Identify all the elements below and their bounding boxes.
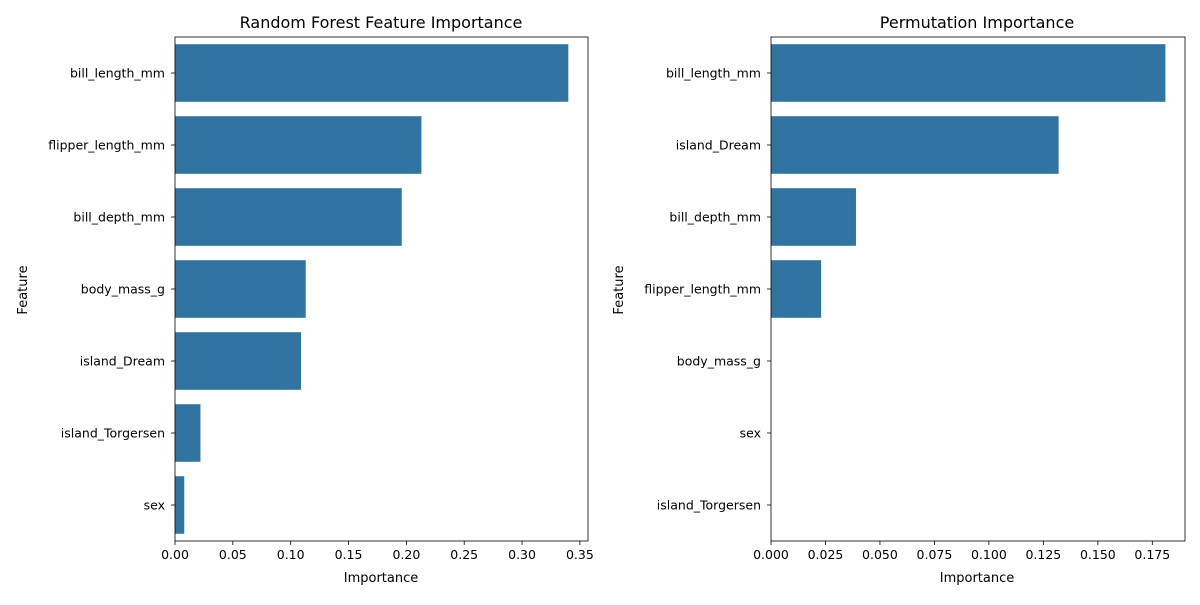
perm-y-tick-label: sex <box>740 426 761 441</box>
rf-x-tick-label: 0.10 <box>277 547 305 562</box>
rf-x-axis-label: Importance <box>344 571 419 586</box>
rf-x-tick-label: 0.30 <box>508 547 536 562</box>
perm-bar-flipper-length-mm <box>771 260 822 318</box>
rf-y-tick-label: bill_depth_mm <box>73 210 165 225</box>
perm-x-axis-label: Importance <box>940 571 1015 586</box>
rf-axes-frame <box>174 36 589 542</box>
rf-bar-flipper-length-mm <box>175 116 422 174</box>
perm-x-tick-label: 0.100 <box>971 547 1007 562</box>
rf-x-tick-label: 0.25 <box>450 547 478 562</box>
permutation-importance-panel: Permutation Importance Importance Featur… <box>612 13 1186 586</box>
perm-x-tick-label: 0.125 <box>1025 547 1061 562</box>
perm-bar-bill-depth-mm <box>771 188 856 246</box>
rf-bar-bill-length-mm <box>175 44 569 102</box>
rf-x-tick-label: 0.20 <box>392 547 420 562</box>
rf-bar-bill-depth-mm <box>175 188 402 246</box>
rf-importance-panel: Random Forest Feature Importance Importa… <box>16 13 594 586</box>
rf-bar-island-torgersen <box>175 404 201 462</box>
perm-y-tick-label: body_mass_g <box>677 354 761 369</box>
perm-x-tick-label: 0.175 <box>1134 547 1170 562</box>
rf-y-tick-label: bill_length_mm <box>70 66 165 81</box>
perm-y-axis-label: Feature <box>612 265 627 314</box>
perm-x-tick-label: 0.050 <box>862 547 898 562</box>
perm-y-tick-label: island_Torgersen <box>657 498 761 513</box>
rf-bar-island-dream <box>175 332 302 390</box>
perm-bar-island-dream <box>771 116 1059 174</box>
perm-y-tick-label: bill_depth_mm <box>669 210 761 225</box>
perm-chart-title: Permutation Importance <box>880 13 1074 32</box>
rf-y-tick-label: sex <box>144 498 165 513</box>
perm-axes-frame <box>770 36 1186 542</box>
rf-y-axis-label: Feature <box>16 265 31 314</box>
rf-x-tick-label: 0.35 <box>566 547 594 562</box>
perm-plot-area: bill_length_mm island_Dream bill_depth_mmf… <box>644 36 1186 562</box>
rf-y-tick-label: island_Torgersen <box>61 426 165 441</box>
perm-x-tick-label: 0.000 <box>753 547 789 562</box>
rf-bar-body-mass-g <box>175 260 306 318</box>
rf-x-tick-label: 0.00 <box>161 547 189 562</box>
rf-plot-area: bill_length_mm flipper_length_mm bill_dept… <box>48 36 594 562</box>
perm-x-tick-label: 0.150 <box>1080 547 1116 562</box>
rf-y-tick-label: body_mass_g <box>81 282 165 297</box>
perm-y-tick-label: island_Dream <box>676 138 761 153</box>
rf-chart-title: Random Forest Feature Importance <box>240 13 523 32</box>
perm-y-tick-label: flipper_length_mm <box>644 282 761 297</box>
rf-bar-sex <box>175 476 185 534</box>
perm-bar-bill-length-mm <box>771 44 1166 102</box>
perm-y-tick-label: bill_length_mm <box>666 66 761 81</box>
perm-x-tick-label: 0.075 <box>917 547 953 562</box>
perm-x-tick-label: 0.025 <box>808 547 844 562</box>
rf-x-tick-label: 0.15 <box>335 547 363 562</box>
rf-y-tick-label: island_Dream <box>80 354 165 369</box>
rf-x-tick-label: 0.05 <box>219 547 247 562</box>
rf-y-tick-label: flipper_length_mm <box>48 138 165 153</box>
